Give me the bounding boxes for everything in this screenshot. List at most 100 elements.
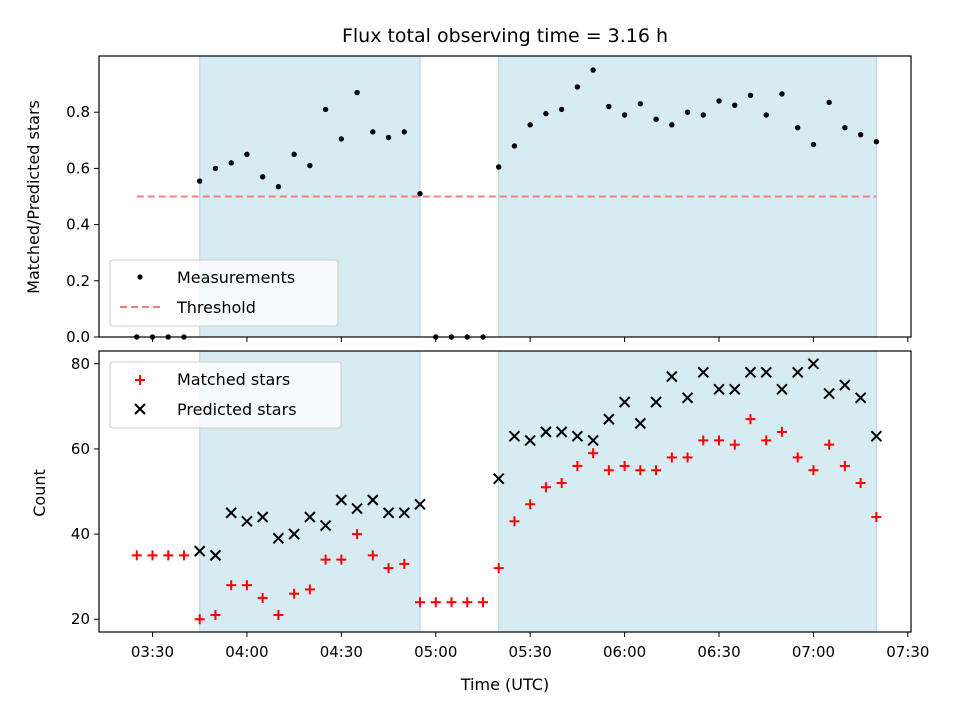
measurement-point xyxy=(511,143,518,149)
measurement-point xyxy=(763,112,769,118)
legend-marker-measurements xyxy=(137,274,143,280)
matched-star-point xyxy=(446,597,457,608)
top-y-tick-label: 0.8 xyxy=(66,103,90,121)
matched-star-point xyxy=(540,482,551,493)
top-y-tick-label: 0.2 xyxy=(66,272,90,290)
bottom-y-tick-label: 40 xyxy=(71,525,90,543)
measurement-point xyxy=(558,106,565,113)
top-y-tick-label: 0.0 xyxy=(66,328,90,346)
matched-star-point xyxy=(698,435,709,446)
predicted-star-point xyxy=(319,519,332,532)
matched-star-point xyxy=(729,439,740,450)
top-panel-frame xyxy=(98,55,912,338)
top-y-axis-label: Matched/Predicted stars xyxy=(24,100,43,294)
matched-star-point xyxy=(666,452,677,463)
matched-star-point xyxy=(352,529,363,540)
bottom-panel-counts: 03:30 04:00 04:30 05:00 05:30 06:00 06:30 07:00… xyxy=(30,350,929,694)
predicted-star-point xyxy=(791,366,804,378)
predicted-star-point xyxy=(272,532,285,545)
measurement-point xyxy=(826,99,832,106)
predicted-star-point xyxy=(382,507,395,519)
measurement-point xyxy=(543,110,549,117)
matched-star-point xyxy=(509,516,520,527)
measurement-point xyxy=(732,102,738,108)
predicted-star-point xyxy=(776,383,788,396)
predicted-star-point xyxy=(241,515,253,528)
matched-star-point xyxy=(493,563,504,574)
matched-star-point xyxy=(194,614,205,625)
legend-label-matched: Matched stars xyxy=(177,370,290,389)
measurement-point xyxy=(684,109,691,115)
predicted-star-point xyxy=(618,396,631,408)
measurement-point xyxy=(873,139,880,145)
matched-star-point xyxy=(588,448,599,459)
measurement-point xyxy=(338,136,345,142)
matched-star-point xyxy=(619,460,630,471)
predicted-star-point xyxy=(744,366,757,378)
matched-star-point xyxy=(714,435,725,446)
predicted-star-point xyxy=(839,379,851,391)
matched-star-point xyxy=(525,499,536,510)
top-panel-ratio: 0.00.20.40.60.8 Matched/Predicted stars … xyxy=(24,55,912,346)
predicted-star-point xyxy=(304,511,316,523)
matched-star-point xyxy=(163,550,174,561)
measurement-point xyxy=(385,134,392,141)
matched-star-point xyxy=(241,580,252,591)
measurement-point xyxy=(244,151,250,158)
measurement-point xyxy=(810,141,817,148)
matched-star-point xyxy=(776,426,787,437)
measurement-point xyxy=(574,84,581,90)
top-y-tick-label: 0.6 xyxy=(66,159,90,177)
measurement-point xyxy=(857,131,864,138)
matched-star-point xyxy=(336,554,347,565)
measurement-point xyxy=(197,178,203,184)
matched-star-point xyxy=(289,588,300,599)
predicted-star-point xyxy=(587,434,599,447)
predicted-star-point xyxy=(209,549,222,562)
matched-star-point xyxy=(635,465,646,476)
predicted-star-point xyxy=(807,358,820,370)
matched-star-point xyxy=(792,452,803,463)
predicted-star-point xyxy=(603,413,615,425)
x-tick-label: 05:30 xyxy=(509,643,552,661)
predicted-star-point xyxy=(414,498,426,510)
matched-star-point xyxy=(871,512,882,523)
x-tick-label: 03:30 xyxy=(131,643,174,661)
matched-star-point xyxy=(477,597,488,608)
x-tick-label: 06:00 xyxy=(603,643,646,661)
matched-star-point xyxy=(824,439,835,450)
predicted-star-point xyxy=(524,434,536,447)
measurement-point xyxy=(621,112,628,118)
measurement-point xyxy=(496,164,502,170)
matched-star-point xyxy=(147,550,158,561)
predicted-star-point xyxy=(713,383,725,396)
bottom-y-tick-label: 60 xyxy=(71,440,90,458)
measurement-point xyxy=(779,91,785,97)
matched-star-point xyxy=(839,460,850,471)
chart-title: Flux total observing time = 3.16 h xyxy=(342,25,668,47)
measurement-point xyxy=(275,183,282,190)
matched-star-point xyxy=(572,460,583,471)
measurement-point xyxy=(527,122,533,128)
measurement-point xyxy=(354,89,360,96)
predicted-star-point xyxy=(508,430,521,442)
predicted-star-point xyxy=(540,426,552,438)
predicted-star-point xyxy=(367,494,379,506)
measurement-point xyxy=(307,162,313,169)
x-axis-label: Time (UTC) xyxy=(460,675,549,694)
predicted-star-point xyxy=(729,383,741,396)
matched-star-point xyxy=(745,414,756,425)
matched-star-point xyxy=(399,558,410,569)
predicted-star-point xyxy=(288,528,300,540)
bottom-y-tick-label: 80 xyxy=(71,355,90,373)
x-tick-label: 07:00 xyxy=(792,643,835,661)
matched-star-point xyxy=(462,597,473,608)
matched-star-point xyxy=(226,580,237,591)
bottom-shaded-interval-1 xyxy=(498,350,877,633)
measurement-point xyxy=(322,106,329,113)
measurement-point xyxy=(259,174,266,180)
predicted-star-point xyxy=(681,392,694,404)
measurement-point xyxy=(401,129,407,135)
measurement-point xyxy=(370,129,376,135)
